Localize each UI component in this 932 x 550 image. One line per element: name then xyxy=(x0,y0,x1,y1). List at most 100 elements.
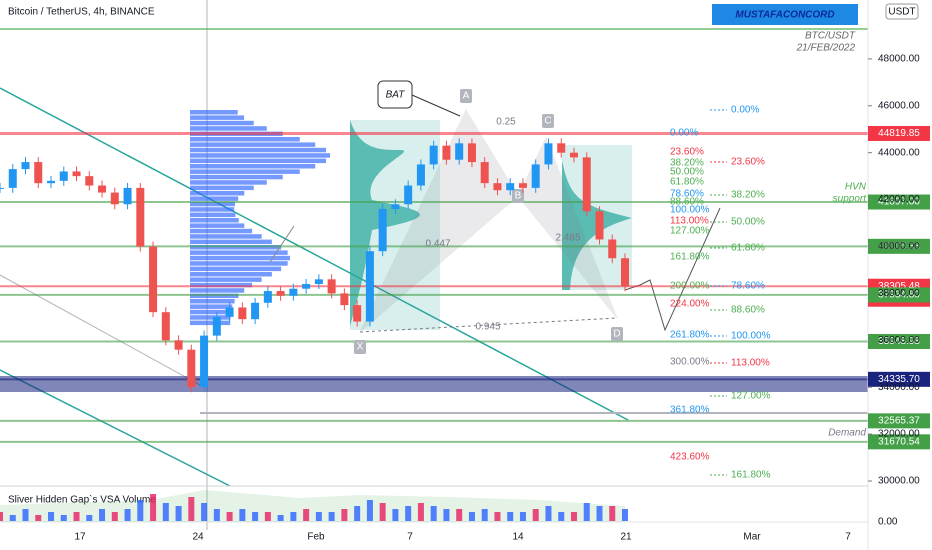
date: 21/FEB/2022 xyxy=(796,43,856,54)
time-tick-label: 14 xyxy=(512,532,524,543)
candle xyxy=(493,183,502,191)
pattern-point: D xyxy=(613,329,620,340)
fib-label: 300.00% xyxy=(670,357,710,368)
volume-profile-bar xyxy=(190,115,245,120)
candle xyxy=(149,246,158,313)
volume-profile-bar xyxy=(190,110,238,115)
pair: BTC/USDT xyxy=(805,31,856,42)
fib-label: 50.00% xyxy=(731,217,765,228)
currency-box[interactable] xyxy=(885,3,919,20)
time-tick-label: 21 xyxy=(620,532,632,543)
point-box xyxy=(512,189,524,203)
volume-profile-bar xyxy=(190,164,316,169)
candle xyxy=(429,145,438,165)
time-tick-label: Feb xyxy=(307,532,325,543)
fib-label: 127.00% xyxy=(670,226,710,237)
candle xyxy=(314,279,323,285)
candle xyxy=(225,307,234,317)
price-tick-label: 38000.00 xyxy=(878,288,920,299)
volume-profile-bar xyxy=(190,315,231,320)
volume-bar xyxy=(175,506,182,521)
price-badge-label: 31670.54 xyxy=(878,436,920,447)
price-badge-label: 37934.80 xyxy=(878,290,920,301)
price-tick-label: 34000.00 xyxy=(878,382,920,393)
brand-box xyxy=(712,4,858,25)
candle xyxy=(276,291,285,296)
volume-bar xyxy=(35,515,42,521)
volume-bar xyxy=(328,512,335,521)
volume-bar xyxy=(264,512,271,521)
point-box xyxy=(354,340,366,354)
candle xyxy=(557,143,566,153)
volume-profile-bar xyxy=(190,180,267,185)
candle xyxy=(59,171,68,181)
volume-profile-bar xyxy=(190,282,253,288)
pattern-point: X xyxy=(357,342,364,353)
volume-bar xyxy=(392,509,399,521)
pattern-point: C xyxy=(544,116,551,127)
price-badge-label: 35948.98 xyxy=(878,336,920,347)
volume-bar xyxy=(481,509,488,521)
trend-line xyxy=(0,274,201,386)
currency[interactable]: USDT xyxy=(888,7,915,18)
volume-profile-bar xyxy=(190,234,262,239)
candle xyxy=(200,335,209,388)
price-badge xyxy=(868,333,930,349)
candle xyxy=(289,288,298,296)
price-badge xyxy=(868,194,930,210)
volume-bar xyxy=(456,509,463,521)
candle xyxy=(136,187,145,247)
candle xyxy=(455,143,464,160)
candle xyxy=(327,279,336,294)
volume-profile-bar xyxy=(190,218,239,223)
candle xyxy=(8,169,17,188)
volume-profile-bar xyxy=(190,239,272,245)
volume-bar xyxy=(622,509,628,521)
volume-profile-bar xyxy=(190,288,245,293)
fib-label: 224.00% xyxy=(670,299,710,310)
candle xyxy=(85,176,94,186)
candle xyxy=(174,340,183,350)
volume-bar xyxy=(252,512,259,521)
bat-pattern xyxy=(359,108,519,333)
volume-bar xyxy=(48,512,55,521)
price-tick-label: 48000.00 xyxy=(878,54,920,65)
volume-zero: 0.00 xyxy=(878,517,898,528)
volume-bar xyxy=(545,506,552,521)
projection xyxy=(269,225,295,263)
volume-profile-bar xyxy=(190,201,236,207)
volume-profile-bar xyxy=(190,158,327,164)
volume-bar xyxy=(188,497,195,521)
candle xyxy=(621,258,629,287)
volume-bar xyxy=(9,515,16,521)
price-tick-label: 30000.00 xyxy=(878,476,920,487)
fib-label: 61.80% xyxy=(731,243,765,254)
candle xyxy=(582,157,591,212)
fib-label: 23.60% xyxy=(670,147,704,158)
point-box xyxy=(460,89,472,103)
volume-bar xyxy=(277,515,284,521)
fib-label: 0.00% xyxy=(670,128,698,139)
volume-profile-bar xyxy=(190,196,239,201)
fib-label: 50.00% xyxy=(670,167,704,178)
volume-bar xyxy=(609,506,616,521)
volume-bar xyxy=(162,503,169,521)
volume-bar xyxy=(468,512,475,521)
price-badge-label: 44819.85 xyxy=(878,128,920,139)
candle xyxy=(608,239,617,259)
candle xyxy=(161,312,170,341)
fib-label: 78.60% xyxy=(731,281,765,292)
candle xyxy=(442,145,451,160)
volume-bar xyxy=(150,494,157,521)
volume-bar xyxy=(507,512,514,521)
volume-bar xyxy=(290,512,297,521)
volume-bar xyxy=(354,506,361,521)
volume-bar xyxy=(239,509,246,521)
volume-bar xyxy=(73,512,80,521)
candle xyxy=(404,185,413,205)
brand: MUSTAFACONCORD xyxy=(735,10,834,21)
volume-profile-bar xyxy=(190,212,236,218)
candle xyxy=(544,143,553,165)
fib-label: 423.60% xyxy=(670,452,710,463)
